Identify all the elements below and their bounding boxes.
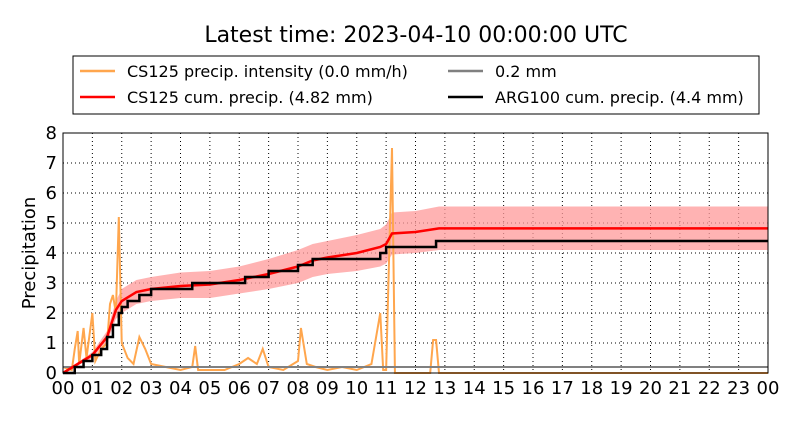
- x-tick-label: 15: [492, 378, 515, 399]
- x-tick-label: 21: [668, 378, 691, 399]
- x-tick-label: 00: [757, 378, 780, 399]
- legend-label: CS125 precip. intensity (0.0 mm/h): [127, 62, 408, 81]
- y-tick-label: 2: [46, 303, 57, 324]
- y-tick-label: 6: [46, 183, 57, 204]
- x-tick-label: 23: [727, 378, 750, 399]
- x-tick-label: 14: [463, 378, 486, 399]
- x-tick-label: 19: [610, 378, 633, 399]
- y-tick-label: 8: [46, 123, 57, 144]
- x-tick-label: 10: [345, 378, 368, 399]
- y-tick-label: 0: [46, 363, 57, 384]
- x-tick-label: 11: [375, 378, 398, 399]
- y-tick-label: 3: [46, 273, 57, 294]
- legend-box: [72, 55, 760, 115]
- x-tick-label: 13: [433, 378, 456, 399]
- y-tick-label: 5: [46, 213, 57, 234]
- x-tick-label: 07: [257, 378, 280, 399]
- series-line: [63, 239, 768, 375]
- x-tick-label: 18: [580, 378, 603, 399]
- x-tick-label: 02: [110, 378, 133, 399]
- x-tick-label: 16: [522, 378, 545, 399]
- x-tick-label: 00: [52, 378, 75, 399]
- y-tick-label: 4: [46, 243, 57, 264]
- y-tick-label: 7: [46, 153, 57, 174]
- x-tick-label: 20: [639, 378, 662, 399]
- legend-label: ARG100 cum. precip. (4.4 mm): [495, 88, 744, 107]
- legend-label: 0.2 mm: [495, 62, 557, 81]
- series-line: [62, 147, 768, 374]
- y-axis-label: Precipitation: [19, 197, 40, 310]
- x-tick-label: 22: [698, 378, 721, 399]
- x-tick-label: 03: [140, 378, 163, 399]
- y-tick-label: 1: [46, 333, 57, 354]
- x-tick-label: 12: [404, 378, 427, 399]
- plot-frame: [62, 132, 769, 374]
- x-tick-label: 06: [228, 378, 251, 399]
- x-tick-label: 01: [81, 378, 104, 399]
- x-tick-label: 17: [551, 378, 574, 399]
- x-tick-label: 05: [198, 378, 221, 399]
- legend-label: CS125 cum. precip. (4.82 mm): [127, 88, 373, 107]
- x-tick-label: 08: [287, 378, 310, 399]
- x-tick-label: 09: [316, 378, 339, 399]
- chart-title: Latest time: 2023-04-10 00:00:00 UTC: [204, 23, 627, 48]
- x-tick-label: 04: [169, 378, 192, 399]
- uncertainty-band: [63, 206, 768, 373]
